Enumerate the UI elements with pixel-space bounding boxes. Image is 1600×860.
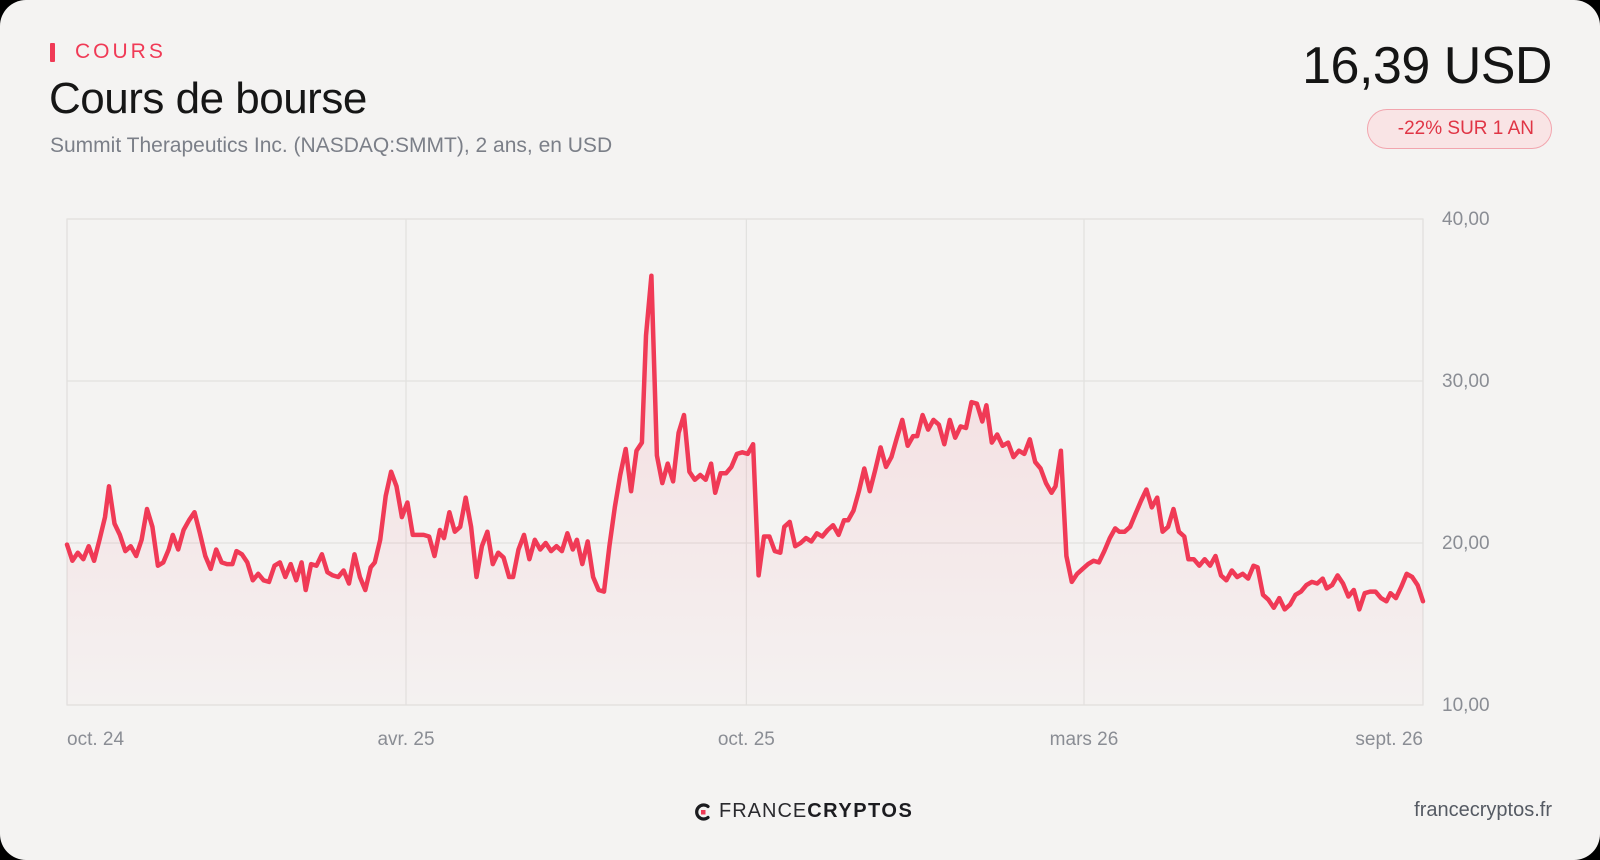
page-title: Cours de bourse [49, 74, 367, 123]
x-tick-label: avr. 25 [377, 729, 434, 750]
eyebrow-accent-bar [50, 42, 55, 62]
y-tick-label: 40,00 [1442, 209, 1490, 230]
eyebrow: COURS [50, 40, 166, 64]
change-badge: -22% SUR 1 AN [1366, 109, 1552, 149]
logo-text-bold: CRYPTOS [807, 800, 914, 822]
x-tick-label: sept. 26 [1355, 729, 1423, 750]
series-line [64, 273, 1426, 612]
eyebrow-label: COURS [75, 40, 166, 63]
footer-url-link[interactable]: francecryptos.fr [1414, 799, 1552, 821]
current-price: 16,39 USD [1302, 37, 1552, 95]
x-tick-label: oct. 24 [67, 729, 124, 750]
francecryptos-logo-icon [695, 802, 710, 821]
logo-text-light: FRANCE [719, 800, 808, 822]
x-tick-label: mars 26 [1050, 729, 1119, 750]
page-subtitle: Summit Therapeutics Inc. (NASDAQ:SMMT), … [50, 134, 613, 157]
y-tick-label: 20,00 [1442, 533, 1490, 554]
brand-logo[interactable]: FRANCE CRYPTOS [693, 800, 913, 823]
series-area-fill [67, 275, 1423, 705]
x-tick-label: oct. 25 [718, 729, 775, 750]
y-tick-label: 10,00 [1442, 695, 1490, 716]
y-tick-label: 30,00 [1442, 371, 1490, 392]
